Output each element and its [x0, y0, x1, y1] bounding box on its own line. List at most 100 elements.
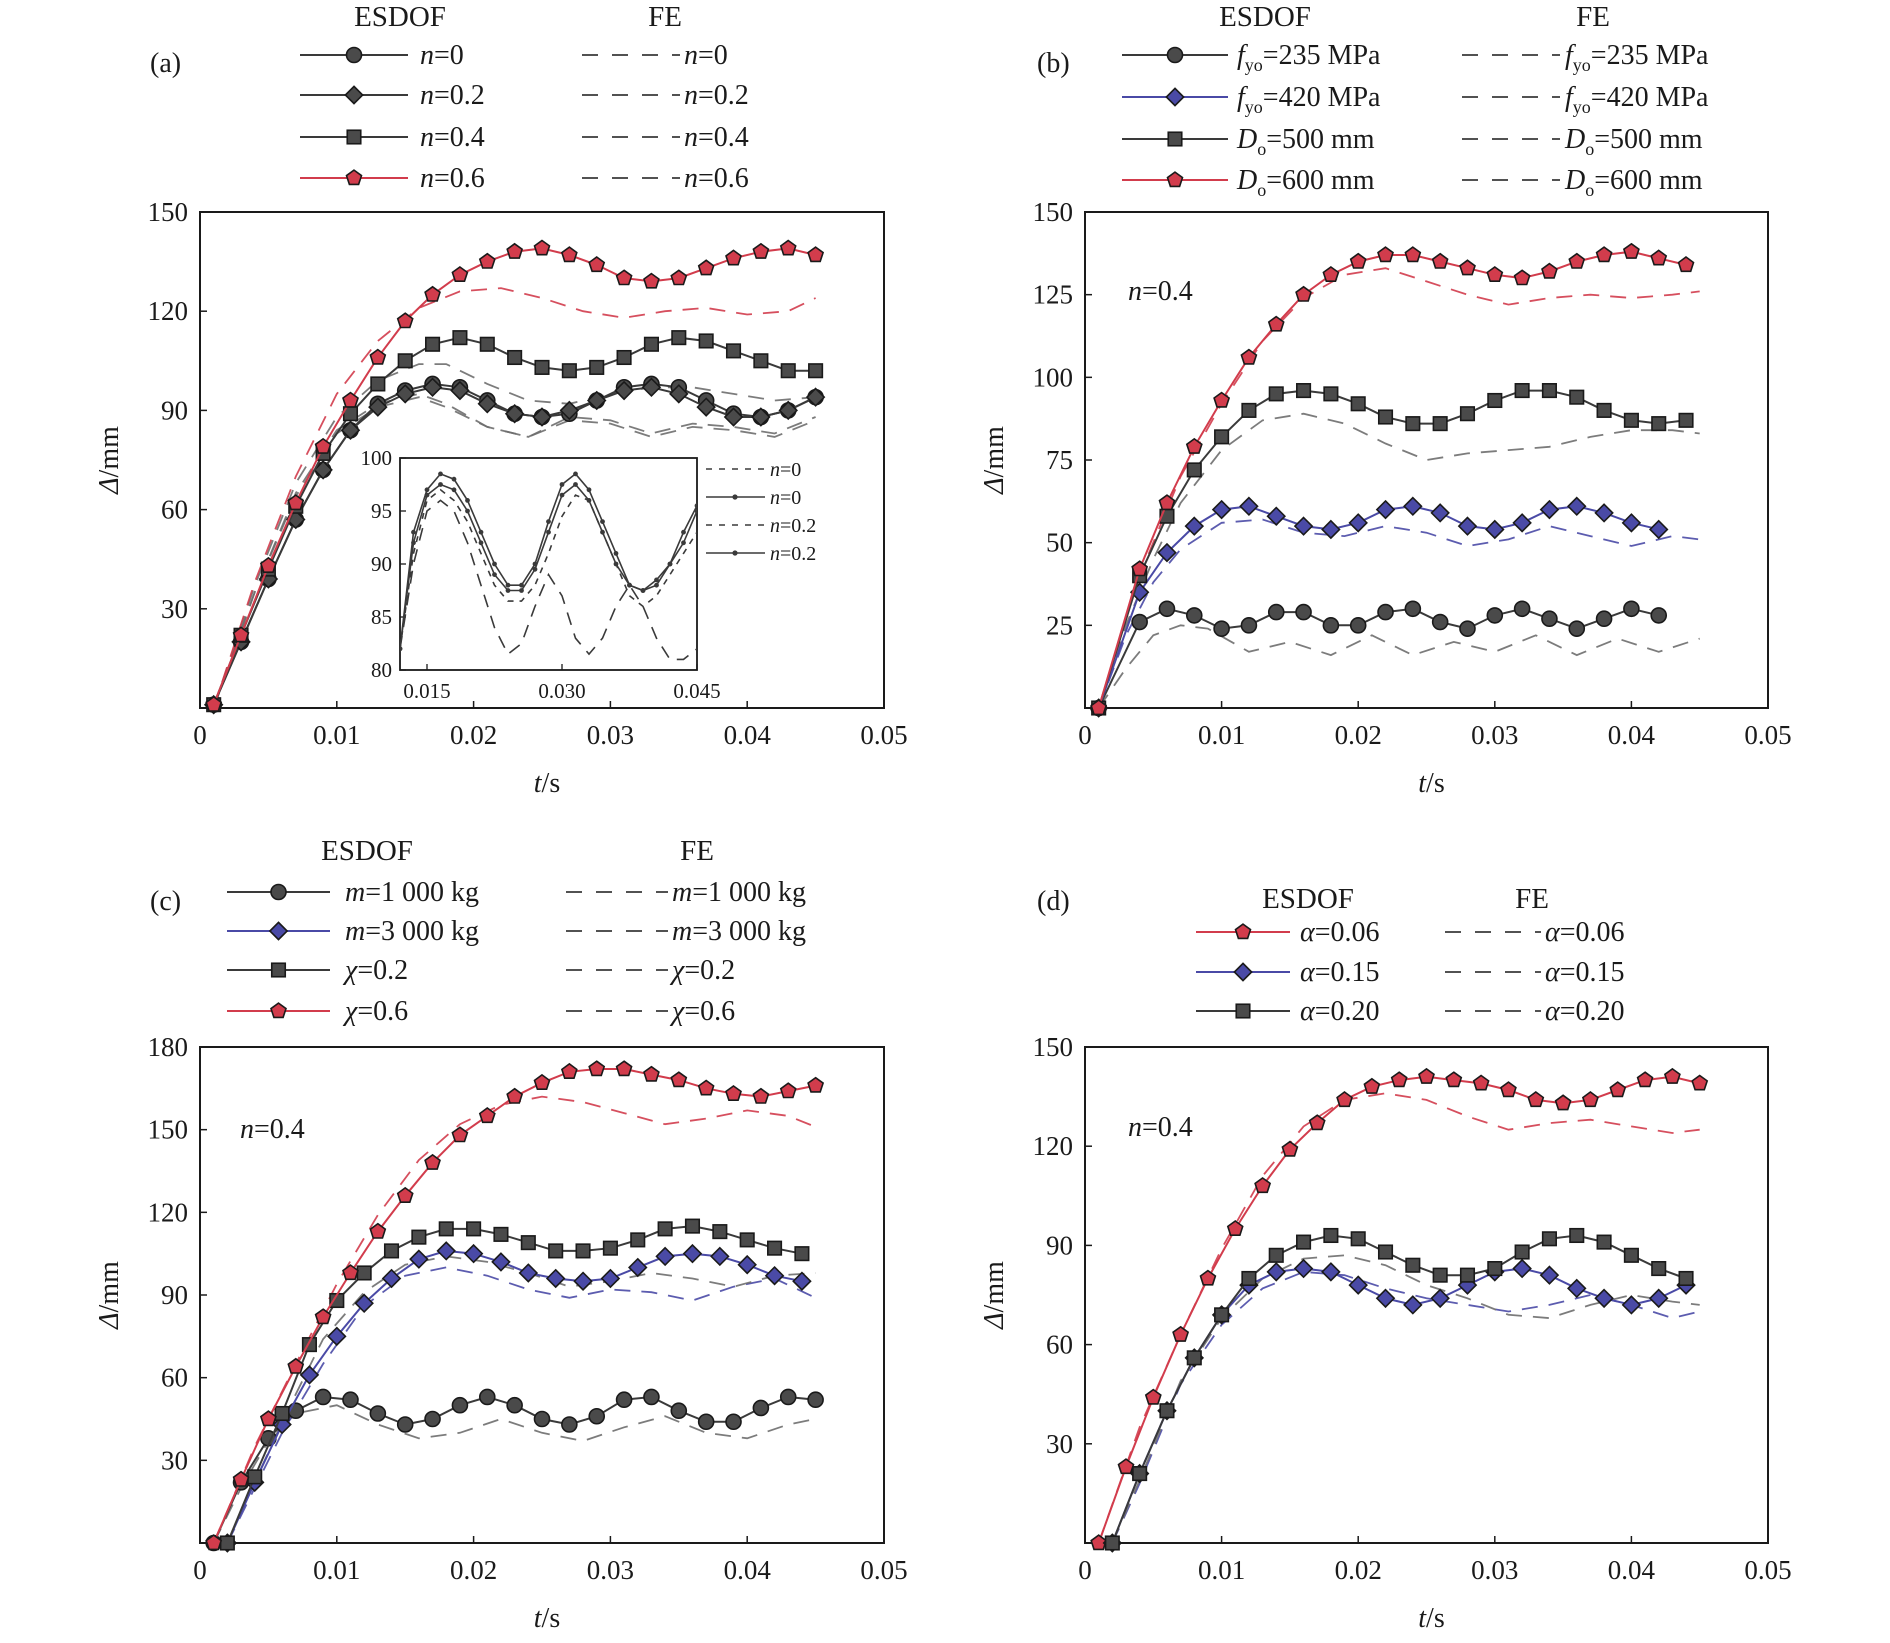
- inset-data-point: [451, 487, 457, 493]
- legend-label: α=0.15: [1545, 957, 1625, 988]
- data-point: [1403, 496, 1423, 517]
- data-point: [1594, 503, 1614, 523]
- inset-y-tick-label: 90: [371, 552, 392, 576]
- legend-marker: [270, 962, 287, 978]
- data-point: [1678, 1270, 1694, 1287]
- data-point: [368, 397, 388, 417]
- inset-data-point: [478, 529, 484, 535]
- legend-marker: [270, 1002, 287, 1019]
- data-point: [805, 387, 826, 407]
- data-point: [396, 312, 414, 329]
- data-point: [1678, 412, 1694, 428]
- legend-label: Do=600 mm: [1236, 165, 1375, 200]
- y-tick-label: 30: [161, 1445, 188, 1475]
- y-tick-label: 60: [161, 1363, 188, 1393]
- data-point: [411, 1229, 427, 1245]
- panel-d-fe-header: FE: [1515, 883, 1549, 915]
- data-point: [1377, 603, 1394, 621]
- x-tick-label: 0.03: [1471, 1555, 1518, 1585]
- data-point: [1390, 1071, 1408, 1088]
- data-point: [259, 1410, 277, 1427]
- data-point: [614, 380, 634, 401]
- data-point: [1567, 496, 1587, 517]
- data-point: [586, 390, 607, 411]
- data-point: [560, 1062, 578, 1079]
- data-point: [808, 363, 824, 379]
- inset-data-point: [478, 540, 484, 546]
- data-point: [615, 269, 633, 286]
- data-point: [1268, 1247, 1284, 1263]
- data-point: [1581, 1091, 1599, 1108]
- legend-label: Do=600 mm: [1564, 165, 1703, 200]
- inset-data-point: [667, 561, 673, 567]
- data-point: [1403, 1295, 1423, 1315]
- x-axis-label: t/s: [534, 768, 560, 799]
- legend-label: n=0.6: [684, 163, 749, 194]
- data-point: [670, 269, 688, 286]
- y-tick-label: 125: [1033, 280, 1074, 310]
- data-point: [369, 1405, 387, 1422]
- esdof-series-line: [1111, 1267, 1687, 1544]
- legend-label: m=1 000 kg: [345, 877, 479, 908]
- data-point: [669, 384, 689, 404]
- data-point: [342, 1264, 359, 1281]
- chart-panel-d: 0 0.01 0.02 0.03 0.04 0.05 30 60 90 120 150 t/s Δ/mm…: [979, 917, 1792, 1634]
- legend-label: m=3 000 kg: [672, 916, 806, 947]
- data-point: [491, 1252, 511, 1272]
- data-point: [696, 397, 716, 417]
- data-point: [1186, 1350, 1202, 1366]
- inset-data-point: [573, 471, 578, 477]
- inset-legend-label: n=0.2: [770, 543, 816, 565]
- data-point: [545, 1268, 566, 1289]
- y-axis-label: Δ/mm: [979, 1261, 1010, 1330]
- data-point: [1296, 1234, 1312, 1250]
- data-point: [710, 1246, 730, 1267]
- data-point: [1430, 1288, 1450, 1309]
- data-point: [1241, 1270, 1257, 1287]
- data-point: [395, 384, 415, 404]
- x-tick-label: 0.01: [1198, 1555, 1245, 1585]
- data-point: [643, 272, 660, 289]
- data-point: [1651, 416, 1667, 432]
- data-point: [1090, 699, 1108, 716]
- data-point: [1487, 1260, 1503, 1277]
- data-point: [1677, 256, 1695, 273]
- x-tick-label: 0.01: [313, 720, 360, 750]
- x-tick-label: 0.05: [1744, 720, 1791, 750]
- data-point: [723, 407, 744, 427]
- inset-data-point: [559, 482, 565, 487]
- data-point: [1240, 617, 1258, 634]
- fe-series-line: [226, 1266, 816, 1544]
- data-point: [424, 1153, 441, 1170]
- inset-data-point: [559, 492, 565, 498]
- inset-data-point: [492, 561, 497, 567]
- inset-frame: [399, 457, 698, 671]
- data-point: [1512, 513, 1532, 533]
- data-point: [1377, 409, 1394, 425]
- data-point: [1595, 610, 1613, 628]
- data-point: [274, 1405, 290, 1422]
- data-point: [725, 343, 742, 359]
- panel-b-label: (b): [1037, 48, 1070, 79]
- data-point: [466, 1221, 482, 1237]
- data-point: [615, 1060, 633, 1077]
- y-axis-label: Δ/mm: [94, 1261, 125, 1330]
- data-point: [1500, 1081, 1517, 1098]
- data-point: [232, 626, 250, 643]
- data-point: [807, 1076, 825, 1093]
- data-point: [643, 1065, 660, 1082]
- data-point: [518, 1263, 539, 1283]
- fe-series-line: [1097, 267, 1700, 709]
- data-point: [1363, 1077, 1381, 1094]
- data-point: [532, 407, 552, 427]
- data-point: [1541, 1231, 1557, 1247]
- data-point: [1295, 603, 1312, 621]
- data-point: [1527, 1091, 1545, 1108]
- panel-a-fe-header: FE: [648, 1, 682, 33]
- data-point: [589, 359, 605, 375]
- panel-b-fe-header: FE: [1576, 1, 1610, 33]
- data-point: [1621, 513, 1642, 533]
- esdof-series-line: [226, 1225, 803, 1544]
- data-point: [1117, 1458, 1135, 1475]
- legend-marker: [1166, 171, 1184, 188]
